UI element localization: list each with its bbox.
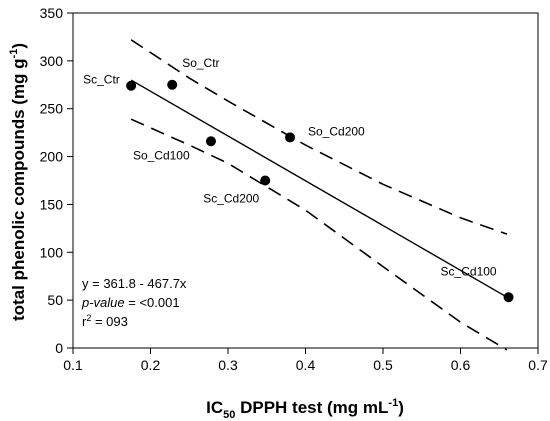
x-axis-title-rest: DPPH test (mg mL: [235, 398, 388, 417]
y-tick-label: 100: [40, 244, 64, 260]
pvalue-label: p-value: [81, 295, 125, 310]
data-point: [126, 80, 137, 91]
x-tick-label: 0.3: [218, 357, 238, 373]
data-point-labels: Sc_Ctr So_Ctr So_Cd100 Sc_Cd200 So_Cd200 Sc_C…: [83, 56, 497, 278]
x-axis-title-subscript: 50: [223, 409, 235, 421]
y-tick-label: 350: [40, 5, 64, 21]
data-points: [126, 79, 514, 303]
x-tick-label: 0.5: [373, 357, 393, 373]
data-point: [260, 175, 271, 186]
y-tick-label: 250: [40, 101, 64, 117]
data-point-label: Sc_Cd200: [203, 192, 259, 206]
data-point: [167, 79, 178, 90]
r2-label: r: [82, 314, 87, 329]
data-point-label: So_Ctr: [182, 56, 219, 70]
y-axis-ticks: [67, 12, 73, 349]
x-axis-title-superscript: -1: [388, 397, 398, 409]
r2-value: = 093: [91, 314, 128, 329]
x-tick-label: 0.6: [451, 357, 471, 373]
data-point: [205, 136, 216, 147]
y-axis-title-superscript: -1: [8, 49, 20, 59]
y-tick-label: 300: [40, 53, 64, 69]
x-axis-title-main: IC: [206, 398, 223, 417]
data-point-label: So_Cd200: [308, 124, 365, 138]
y-tick-label: 0: [55, 340, 63, 356]
x-tick-label: 0.2: [141, 357, 161, 373]
y-axis-title-close: ): [9, 43, 28, 49]
r2-annotation: r2 = 093: [82, 313, 128, 329]
regression-line: [130, 79, 509, 299]
confidence-band-upper: [130, 39, 508, 235]
y-tick-label: 200: [40, 149, 64, 165]
x-axis-ticks: [72, 348, 539, 354]
y-tick-label: 50: [47, 292, 63, 308]
data-point-label: Sc_Cd100: [441, 264, 497, 278]
x-axis-title: IC50 DPPH test (mg mL-1): [206, 397, 404, 421]
data-point-label: Sc_Ctr: [83, 73, 120, 87]
pvalue-annotation: p-value = <0.001: [81, 295, 180, 310]
y-tick-label: 150: [40, 196, 64, 212]
y-axis-tick-labels: 0 50 100 150 200 250 300 350: [40, 5, 64, 356]
pvalue-value: = <0.001: [125, 295, 180, 310]
r2-superscript: 2: [86, 313, 91, 323]
x-axis-title-close: ): [398, 398, 404, 417]
equation-annotation: y = 361.8 - 467.7x: [82, 276, 187, 291]
y-axis-title-main: total phenolic compounds (mg g: [9, 58, 28, 321]
x-tick-label: 0.4: [296, 357, 316, 373]
x-axis-tick-labels: 0.1 0.2 0.3 0.4 0.5 0.6 0.7: [63, 357, 548, 373]
data-point: [285, 132, 295, 143]
data-point: [503, 292, 514, 303]
y-axis-title: total phenolic compounds (mg g-1): [8, 43, 28, 321]
data-point-label: So_Cd100: [133, 148, 190, 162]
x-tick-label: 0.7: [528, 357, 548, 373]
x-tick-label: 0.1: [63, 357, 83, 373]
